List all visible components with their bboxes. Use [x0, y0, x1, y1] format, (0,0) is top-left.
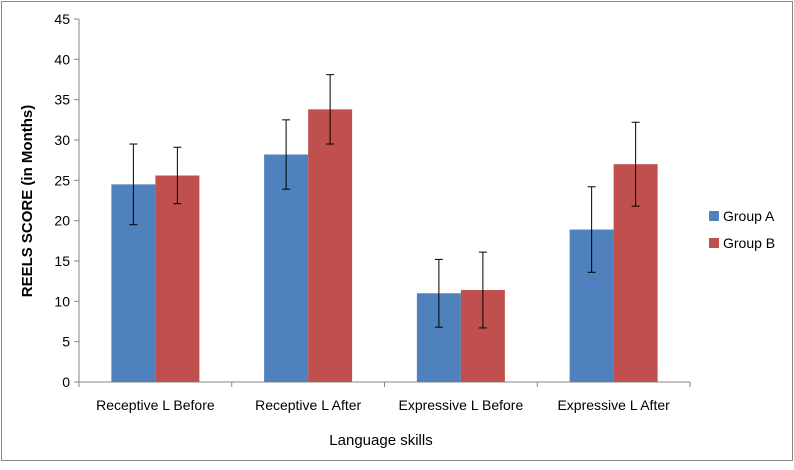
y-tick-label: 35 [54, 92, 70, 108]
bar [264, 154, 309, 382]
x-tick-label: Expressive L After [557, 397, 670, 413]
error-bars [129, 74, 640, 329]
x-tick-label: Receptive L Before [96, 397, 215, 413]
x-axis: Receptive L Before Receptive L After Expre… [78, 381, 691, 413]
x-tick-label: Receptive L After [255, 397, 361, 413]
x-axis-title: Language skills [329, 432, 432, 449]
x-tick-label: Expressive L Before [398, 397, 523, 413]
y-tick-label: 45 [54, 11, 70, 27]
legend-swatch [709, 238, 719, 248]
y-tick-label: 15 [54, 253, 70, 269]
legend-label: Group B [723, 235, 775, 251]
y-tick-label: 20 [54, 213, 70, 229]
y-axis: 0 5 10 15 20 25 30 35 40 45 [54, 11, 80, 390]
legend-label: Group A [723, 208, 775, 224]
legend-swatch [709, 211, 719, 221]
y-tick-label: 40 [54, 51, 70, 67]
bar [308, 109, 353, 382]
y-axis-title: REELS SCORE (in Months) [19, 105, 36, 298]
y-tick-label: 25 [54, 172, 70, 188]
y-tick-label: 0 [62, 374, 70, 390]
bar [155, 175, 200, 382]
y-tick-label: 30 [54, 132, 70, 148]
chart-frame: 0 5 10 15 20 25 30 35 40 45 Receptive L Before Rec… [1, 1, 793, 461]
bars [111, 109, 658, 382]
y-tick-label: 5 [62, 334, 70, 350]
legend: Group A Group B [709, 208, 775, 251]
y-tick-label: 10 [54, 293, 70, 309]
